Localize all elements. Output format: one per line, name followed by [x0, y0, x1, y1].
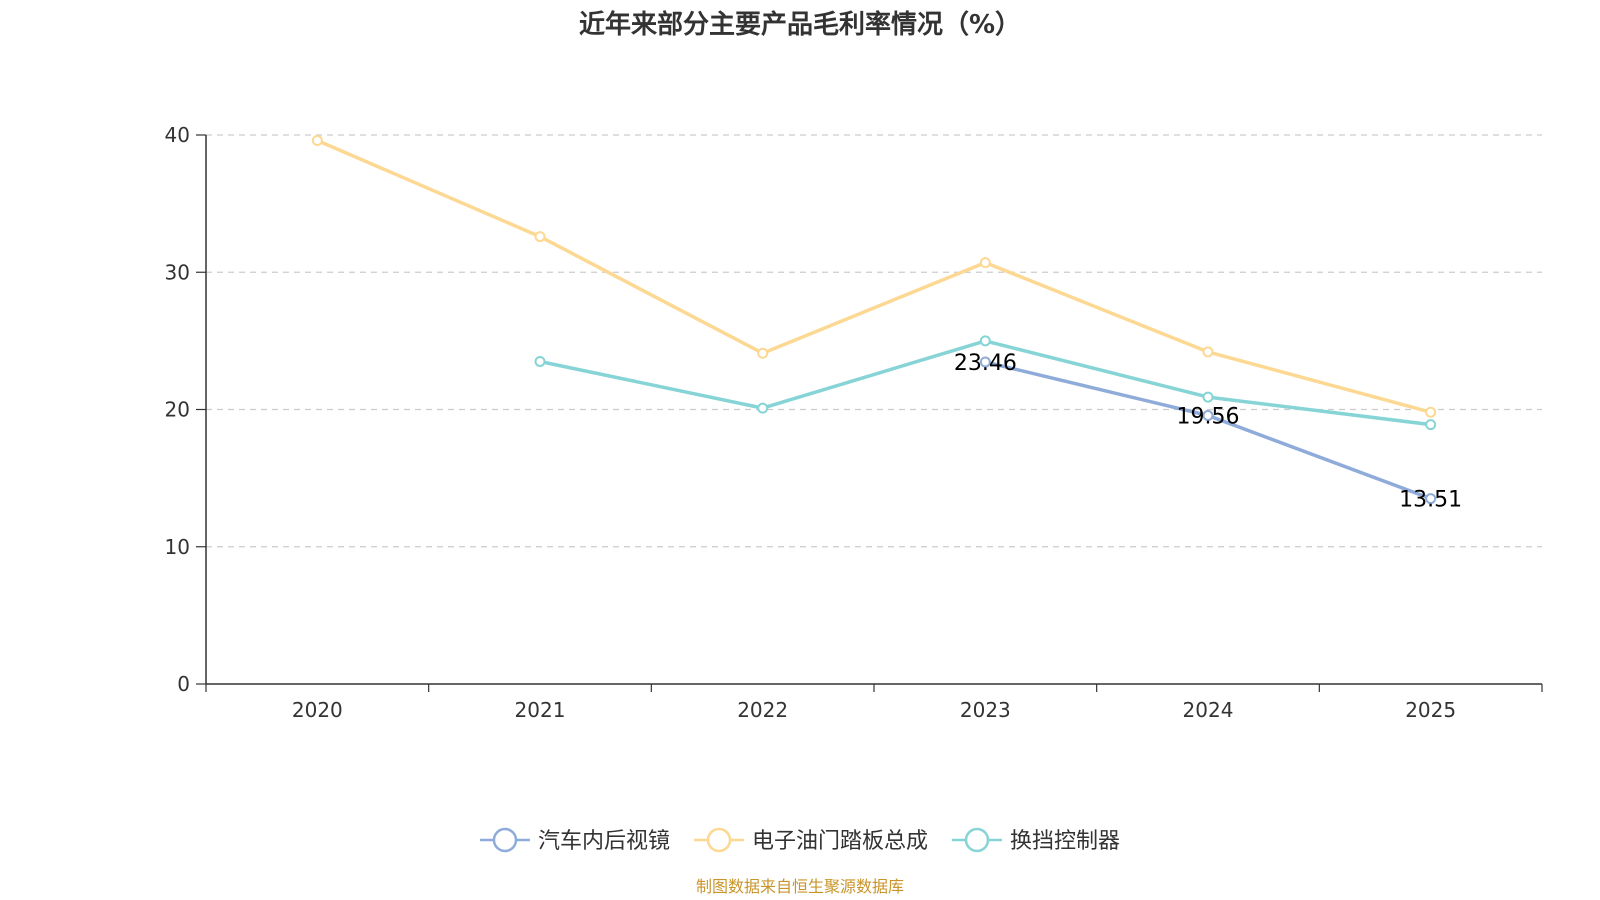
data-point[interactable] [1425, 419, 1437, 431]
series-lines [311, 134, 1437, 505]
series-line-0 [983, 360, 1433, 501]
data-point[interactable] [1202, 410, 1214, 422]
data-labels: 23.46 19.56 13.51 [954, 351, 1462, 513]
y-tick-label: 40 [165, 123, 190, 147]
axes: 0 10 20 30 40 2020 2021 2022 2023 2024 2025 [165, 123, 1543, 722]
legend-label: 换挡控制器 [1010, 829, 1120, 854]
data-point[interactable] [1425, 493, 1437, 505]
legend[interactable]: 汽车内后视镜 电子油门踏板总成 换挡控制器 [479, 827, 1120, 854]
data-point[interactable] [311, 134, 323, 146]
source-note: 制图数据来自恒生聚源数据库 [696, 877, 904, 896]
x-tick-label-2021: 2021 [515, 698, 566, 722]
legend-circle-icon [964, 827, 990, 853]
data-point[interactable] [1202, 346, 1214, 358]
grid-lines [206, 134, 1542, 548]
series-2 [534, 335, 1437, 431]
data-point[interactable] [1202, 391, 1214, 403]
data-point[interactable] [979, 335, 991, 347]
y-tick-label: 0 [177, 672, 190, 696]
data-point[interactable] [979, 356, 991, 368]
legend-label: 汽车内后视镜 [538, 829, 670, 854]
y-tick-label: 30 [165, 260, 190, 284]
data-point[interactable] [1425, 406, 1437, 418]
data-label: 23.46 [954, 351, 1017, 376]
data-label: 19.56 [1177, 405, 1240, 430]
legend-circle-icon [492, 827, 518, 853]
x-tick-label-2020: 2020 [292, 698, 343, 722]
series-1 [311, 134, 1437, 418]
data-point[interactable] [534, 231, 546, 243]
data-point[interactable] [979, 257, 991, 269]
x-tick-label-2023: 2023 [960, 698, 1011, 722]
series-line-1 [315, 138, 1433, 414]
legend-label: 电子油门踏板总成 [752, 829, 928, 854]
legend-circle-icon [706, 827, 732, 853]
legend-item-2[interactable]: 换挡控制器 [952, 827, 1120, 854]
y-tick-label: 10 [165, 535, 190, 559]
x-tick-label-2025: 2025 [1405, 698, 1456, 722]
legend-item-0[interactable]: 汽车内后视镜 [479, 827, 670, 854]
legend-item-1[interactable]: 电子油门踏板总成 [693, 827, 928, 854]
data-point[interactable] [534, 355, 546, 367]
series-0 [979, 356, 1437, 505]
x-tick-label-2024: 2024 [1183, 698, 1234, 722]
x-tick-label-2022: 2022 [737, 698, 788, 722]
data-label: 13.51 [1399, 488, 1462, 513]
data-point[interactable] [757, 402, 769, 414]
data-point[interactable] [757, 347, 769, 359]
chart-title: 近年来部分主要产品毛利率情况（%） [578, 10, 1022, 40]
y-tick-label: 20 [165, 398, 190, 422]
